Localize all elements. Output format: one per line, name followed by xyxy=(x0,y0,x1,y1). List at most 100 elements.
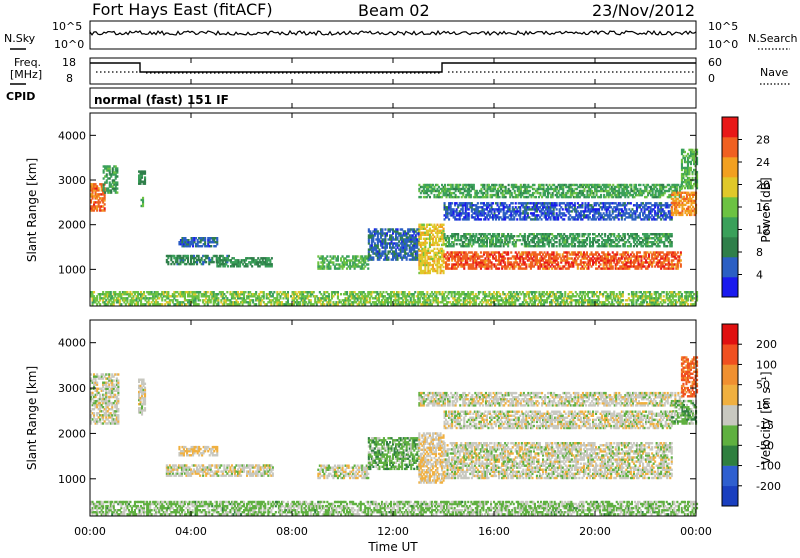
data-cell xyxy=(451,202,453,204)
data-cell xyxy=(499,196,501,198)
data-cell xyxy=(680,251,682,253)
freq-trace xyxy=(90,63,696,72)
data-cell xyxy=(109,165,111,167)
noise-line xyxy=(90,31,696,35)
data-cell xyxy=(475,267,477,269)
data-cell xyxy=(346,267,348,269)
data-cell xyxy=(95,183,97,185)
data-cell xyxy=(544,243,546,245)
data-cell xyxy=(525,263,527,265)
data-cell xyxy=(492,202,494,204)
data-cell xyxy=(317,261,319,263)
data-cell xyxy=(556,267,558,269)
data-cell xyxy=(559,253,561,255)
data-cell xyxy=(677,267,679,269)
data-cell xyxy=(207,255,209,257)
data-cell xyxy=(495,255,497,257)
data-cell xyxy=(563,218,565,220)
data-cell xyxy=(430,256,432,258)
data-cell xyxy=(557,261,559,263)
data-cell xyxy=(583,267,585,269)
data-cell xyxy=(496,184,498,186)
noise-strip-frame xyxy=(90,21,696,49)
data-cell xyxy=(533,192,535,194)
data-cell xyxy=(104,207,106,209)
data-cell xyxy=(120,303,122,305)
data-cell xyxy=(512,206,514,208)
data-cell xyxy=(498,267,500,269)
nave-tick-bottom: 0 xyxy=(708,72,715,85)
data-cell xyxy=(559,265,561,267)
data-cell xyxy=(487,267,489,269)
data-cell xyxy=(692,196,694,198)
data-cell xyxy=(635,184,637,186)
data-cell xyxy=(562,208,564,210)
data-cell xyxy=(600,194,602,196)
data-cell xyxy=(486,192,488,194)
data-cell xyxy=(452,184,454,186)
noise-trace xyxy=(90,31,696,35)
data-cell xyxy=(671,241,673,243)
power-cells xyxy=(90,149,698,306)
data-cell xyxy=(477,192,479,194)
data-cell xyxy=(639,251,641,253)
data-cell xyxy=(387,256,389,258)
data-cell xyxy=(519,208,521,210)
data-cell xyxy=(584,233,586,235)
freq-tick-bottom: 8 xyxy=(66,72,73,85)
data-cell xyxy=(179,255,181,257)
data-cell xyxy=(600,263,602,265)
data-cell xyxy=(671,233,673,235)
data-cell xyxy=(501,267,503,269)
nave-label: Nave xyxy=(760,66,788,79)
data-cell xyxy=(591,190,593,192)
data-cell xyxy=(222,257,224,259)
data-cell xyxy=(530,267,532,269)
data-cell xyxy=(227,265,229,267)
data-cell xyxy=(429,196,431,198)
data-cell xyxy=(578,233,580,235)
data-cell xyxy=(521,243,523,245)
data-cell xyxy=(342,267,344,269)
data-cell xyxy=(510,251,512,253)
data-cell xyxy=(167,261,169,263)
data-cell xyxy=(477,202,479,204)
data-cell xyxy=(593,192,595,194)
data-cell xyxy=(601,208,603,210)
data-cell xyxy=(660,267,662,269)
data-cell xyxy=(692,171,694,173)
data-cell xyxy=(659,245,661,247)
data-cell xyxy=(551,267,553,269)
data-cell xyxy=(167,257,169,259)
data-cell xyxy=(556,202,558,204)
data-cell xyxy=(144,170,146,172)
data-cell xyxy=(589,233,591,235)
data-cell xyxy=(462,208,464,210)
data-cell xyxy=(198,255,200,257)
data-cell xyxy=(574,202,576,204)
data-cell xyxy=(201,257,203,259)
data-cell xyxy=(433,258,435,260)
data-cell xyxy=(443,258,445,260)
data-cell xyxy=(98,187,100,189)
data-cell xyxy=(104,203,106,205)
data-cell xyxy=(106,181,108,183)
data-cell xyxy=(672,267,674,269)
data-cell xyxy=(655,192,657,194)
data-cell xyxy=(448,263,450,265)
data-cell xyxy=(429,240,431,242)
data-cell xyxy=(204,237,206,239)
cpid-label: CPID xyxy=(6,90,35,103)
data-cell xyxy=(515,202,517,204)
data-cell xyxy=(443,224,445,226)
data-cell xyxy=(535,196,537,198)
data-cell xyxy=(462,192,464,194)
data-cell xyxy=(627,190,629,192)
data-cell xyxy=(568,267,570,269)
data-cell xyxy=(625,208,627,210)
data-cell xyxy=(211,257,213,259)
data-cell xyxy=(666,245,668,247)
data-cell xyxy=(559,208,561,210)
data-cell xyxy=(619,245,621,247)
